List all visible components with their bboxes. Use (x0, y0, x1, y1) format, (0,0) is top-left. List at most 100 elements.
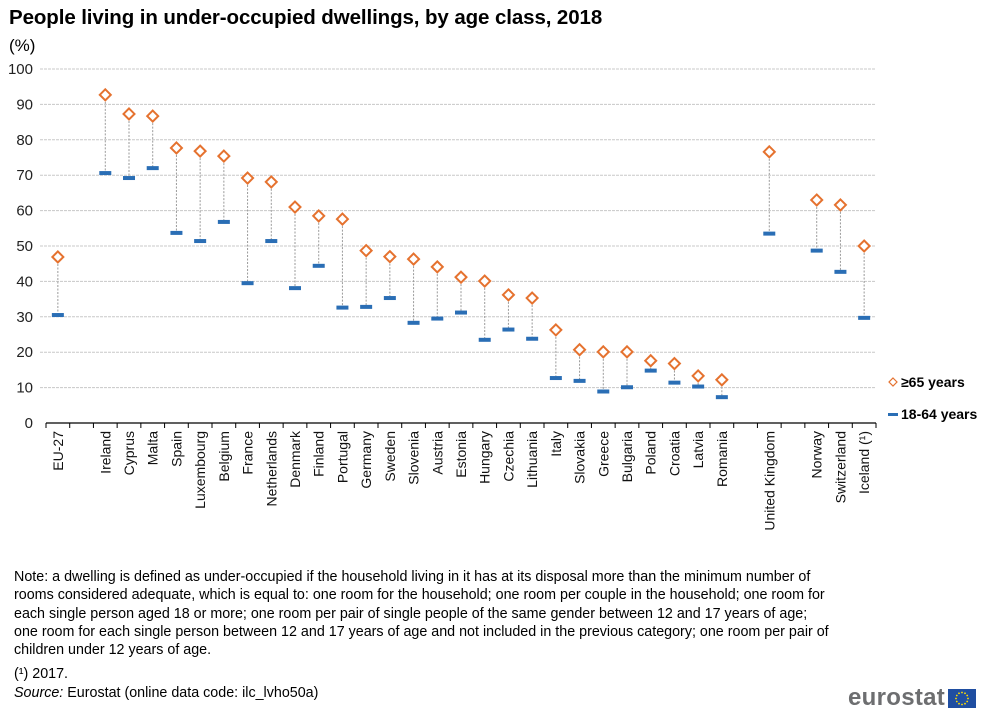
chart-note: Note: a dwelling is defined as under-occ… (14, 569, 829, 659)
point-65-plus (264, 175, 279, 189)
point-65-plus (714, 372, 729, 387)
flag-star (955, 694, 958, 696)
point-18-64 (549, 376, 562, 381)
source-label: Source: (14, 685, 64, 701)
point-18-64 (526, 336, 539, 341)
x-tick-label: Bulgaria (619, 431, 635, 483)
legend-label: ≥65 years (901, 374, 965, 390)
point-65-plus (667, 356, 682, 371)
legend-label: 18-64 years (901, 406, 978, 422)
point-18-64 (455, 310, 467, 315)
point-65-plus (596, 344, 611, 359)
y-tick-label: 10 (16, 380, 33, 397)
x-tick-label: Hungary (477, 431, 493, 484)
point-65-plus (762, 144, 777, 159)
flag-star (958, 691, 960, 694)
point-18-64 (383, 296, 396, 301)
x-tick-label: Belgium (216, 431, 232, 482)
point-18-64 (407, 320, 420, 325)
diamond-marker-icon (888, 377, 898, 387)
x-tick-label: Slovakia (572, 431, 588, 484)
point-18-64 (360, 304, 373, 309)
x-tick-label: Estonia (453, 431, 469, 478)
point-18-64 (289, 286, 301, 291)
x-tick-label: Slovenia (406, 431, 422, 485)
legend-item-65-plus[interactable]: ≥65 years (888, 372, 977, 392)
x-tick-label: Malta (145, 431, 161, 465)
point-65-plus (311, 208, 326, 223)
point-65-plus (288, 200, 302, 214)
flag-star (961, 691, 963, 693)
point-65-plus (406, 252, 421, 267)
point-65-plus (691, 369, 706, 383)
x-tick-label: Portugal (334, 431, 350, 483)
eurostat-logo: eurostat (848, 684, 977, 712)
flag-star (958, 702, 960, 705)
point-65-plus (643, 353, 658, 368)
x-tick-label: Switzerland (832, 431, 848, 503)
point-65-plus (857, 239, 872, 253)
x-tick-label: Netherlands (263, 431, 279, 507)
legend: ≥65 years 18-64 years (888, 372, 977, 436)
point-65-plus (833, 198, 848, 212)
source-text: Eurostat (online data code: ilc_lvho50a) (63, 685, 319, 701)
point-65-plus (430, 259, 445, 274)
x-tick-label: Ireland (97, 431, 113, 474)
point-65-plus (382, 249, 397, 264)
x-tick-label: Czechia (500, 431, 516, 482)
x-tick-label: Sweden (382, 431, 398, 482)
point-18-64 (810, 248, 823, 253)
y-tick-label: 50 (16, 238, 33, 255)
point-65-plus (122, 107, 136, 121)
point-18-64 (312, 263, 325, 268)
point-65-plus (193, 144, 208, 159)
x-tick-label: United Kingdom (761, 431, 777, 531)
point-18-64 (644, 368, 657, 373)
x-tick-label: France (240, 431, 256, 475)
x-tick-label: Finland (311, 431, 327, 477)
y-tick-label: 100 (8, 61, 33, 78)
point-65-plus (50, 250, 65, 264)
point-65-plus (809, 193, 824, 207)
point-18-64 (621, 385, 633, 390)
point-18-64 (194, 239, 207, 244)
point-65-plus (216, 149, 231, 163)
source-line: Source: Eurostat (online data code: ilc_… (14, 685, 318, 701)
x-tick-label: Poland (643, 431, 659, 475)
x-tick-label: Norway (809, 431, 825, 478)
point-65-plus (620, 344, 634, 359)
flag-star (964, 702, 966, 705)
y-tick-label: 20 (16, 344, 33, 361)
point-65-plus (572, 342, 587, 357)
flag-star (955, 697, 957, 699)
x-tick-label: Spain (168, 431, 184, 467)
chart-plot: 0 10 20 30 40 50 60 70 80 90 100 EU-27 Ireland Cyprus… (8, 61, 877, 531)
y-tick-label: 60 (16, 203, 33, 220)
point-65-plus (169, 141, 184, 155)
x-tick-label: Austria (429, 431, 445, 475)
flag-star (955, 700, 958, 702)
x-tick-label: Denmark (287, 430, 303, 488)
flag-star (961, 703, 963, 705)
point-18-64 (597, 389, 610, 394)
legend-item-18-64[interactable]: 18-64 years (888, 404, 977, 424)
point-65-plus (240, 171, 255, 185)
point-65-plus (335, 212, 350, 227)
point-65-plus (98, 87, 113, 102)
dash-marker-icon (888, 409, 898, 419)
y-tick-label: 40 (16, 273, 33, 290)
logo-text: eurostat (848, 684, 946, 711)
point-18-64 (668, 380, 681, 385)
point-18-64 (858, 315, 871, 320)
point-65-plus (501, 287, 516, 302)
x-tick-label: Romania (714, 431, 730, 487)
point-18-64 (715, 395, 728, 400)
point-65-plus (548, 322, 563, 337)
point-65-plus (359, 243, 374, 258)
point-18-64 (573, 378, 586, 383)
point-65-plus (454, 270, 468, 285)
x-tick-label: Germany (358, 431, 374, 489)
point-65-plus (145, 109, 160, 123)
y-axis-unit: (%) (9, 36, 36, 55)
point-18-64 (502, 327, 515, 332)
